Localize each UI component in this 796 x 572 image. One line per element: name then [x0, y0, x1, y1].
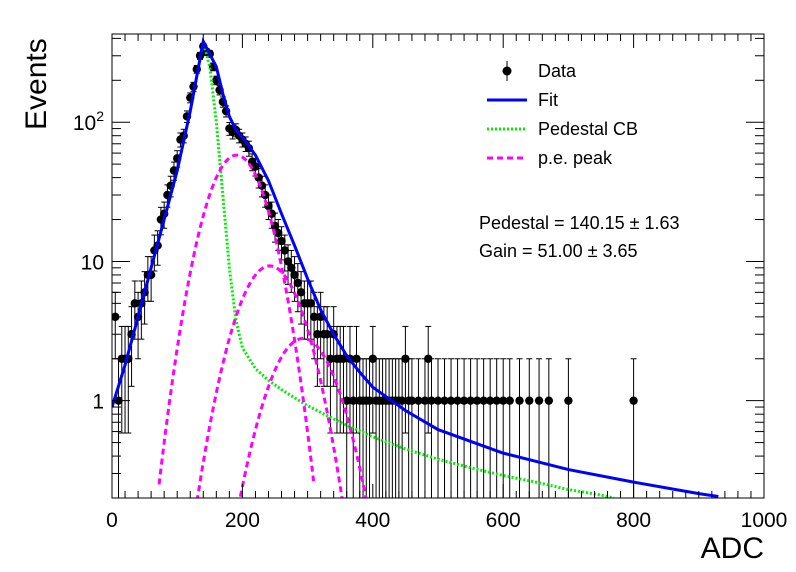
data-point	[280, 246, 289, 255]
legend-marker-data	[502, 66, 512, 76]
data-point	[349, 396, 358, 405]
pe-peak-curve-1	[157, 153, 316, 485]
x-axis-title: ADC	[701, 532, 764, 565]
annotation-gain: Gain = 51.00 ± 3.65	[479, 241, 638, 261]
data-point	[466, 396, 475, 405]
data-point	[485, 396, 495, 405]
data-point	[283, 257, 293, 266]
data-point	[306, 299, 316, 308]
x-tick-label: 400	[355, 509, 390, 532]
data-point	[326, 354, 335, 363]
data-point	[290, 270, 299, 280]
data-point	[433, 396, 443, 405]
data-point	[427, 396, 436, 405]
data-point	[368, 354, 377, 363]
data-point	[446, 396, 456, 405]
data-point	[287, 263, 296, 273]
data-point	[309, 312, 319, 322]
x-tick-label: 200	[225, 509, 260, 532]
x-tick-label: 600	[486, 509, 521, 532]
legend-label-pedestal-cb: Pedestal CB	[538, 119, 638, 139]
legend-label-fit: Fit	[538, 90, 558, 110]
data-point	[414, 396, 423, 405]
data-point	[293, 278, 303, 288]
annotation-pedestal: Pedestal = 140.15 ± 1.63	[479, 213, 680, 233]
data-point	[313, 330, 322, 339]
data-point	[453, 396, 462, 405]
pe-peak-curve-3	[238, 336, 368, 498]
data-point	[401, 354, 410, 363]
pe-peak-curve-2	[195, 264, 344, 498]
data-point	[544, 396, 554, 405]
legend: Data Fit Pedestal CB p.e. peak	[487, 61, 638, 168]
data-point	[525, 396, 534, 405]
data-point	[130, 299, 140, 308]
x-tick-label: 800	[616, 509, 651, 532]
plot-content	[112, 36, 719, 498]
data-point	[365, 396, 374, 405]
legend-label-data: Data	[538, 61, 577, 81]
data-point	[274, 228, 283, 238]
legend-label-pe-peak: p.e. peak	[538, 148, 613, 168]
data-point	[440, 396, 449, 405]
data-point	[459, 396, 469, 405]
data-point	[564, 396, 573, 405]
y-tick-label: 102	[73, 108, 104, 135]
fit-curve	[112, 36, 719, 498]
data-point	[342, 396, 351, 405]
data-point	[277, 236, 286, 246]
x-tick-label: 1000	[741, 509, 788, 532]
y-axis-title: Events	[20, 38, 53, 130]
data-point	[505, 396, 514, 405]
data-point	[420, 396, 430, 405]
data-point	[492, 396, 501, 405]
data-point	[472, 396, 482, 405]
fit-curves	[112, 36, 719, 498]
data-point	[322, 330, 332, 339]
y-tick-label: 10	[81, 251, 104, 274]
y-tick-label: 1	[92, 391, 104, 414]
data-point	[407, 396, 417, 405]
data-point	[424, 354, 433, 363]
data-point	[296, 288, 306, 297]
axes: 0 200 400 600 800 1000 1 10 102	[73, 34, 788, 532]
data-point	[352, 354, 361, 363]
data-point	[515, 396, 524, 405]
data-point	[499, 396, 508, 405]
x-tick-label: 0	[106, 509, 118, 532]
data-point	[629, 396, 638, 405]
data-point	[479, 396, 488, 405]
data-point	[397, 396, 407, 405]
data-point	[534, 396, 544, 405]
